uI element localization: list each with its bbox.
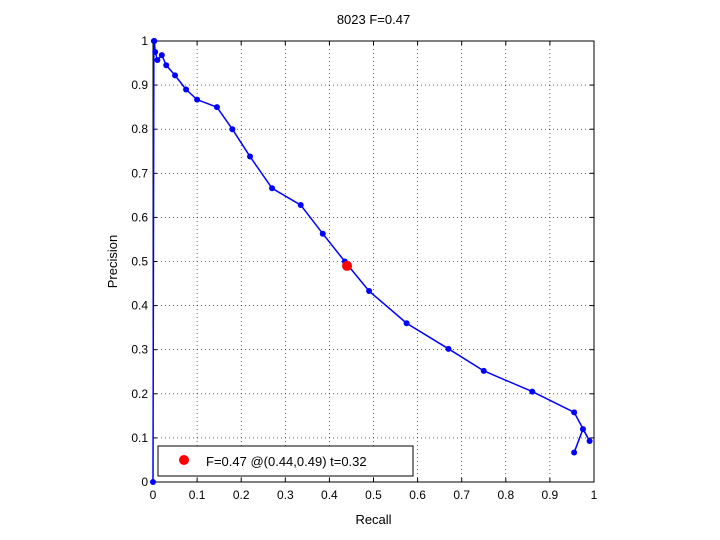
data-point <box>150 38 157 44</box>
y-tick-label: 0.8 <box>131 122 148 136</box>
legend-entry-label: F=0.47 @(0.44,0.49) t=0.32 <box>206 454 367 469</box>
x-tick-label: 0.8 <box>497 488 514 502</box>
data-point <box>229 126 236 133</box>
data-point <box>183 86 190 93</box>
data-point <box>480 367 487 374</box>
x-axis-label: Recall <box>355 512 391 527</box>
x-tick-label: 0.4 <box>321 488 338 502</box>
y-tick-label: 1 <box>141 34 148 48</box>
x-tick-label: 0.7 <box>453 488 470 502</box>
x-tick-label: 0.5 <box>365 488 382 502</box>
data-point <box>163 62 170 69</box>
data-point <box>586 437 593 444</box>
x-tick-label: 0.2 <box>233 488 250 502</box>
y-tick-label: 0.3 <box>131 343 148 357</box>
chart-title: 8023 F=0.47 <box>337 12 410 27</box>
y-axis-label: Precision <box>105 235 120 288</box>
x-tick-label: 0.9 <box>542 488 559 502</box>
best-f-point <box>342 260 353 271</box>
data-point <box>154 56 161 63</box>
data-point <box>152 49 159 56</box>
x-tick-label: 0.6 <box>409 488 426 502</box>
y-tick-label: 0.1 <box>131 431 148 445</box>
data-point <box>172 72 179 79</box>
y-tick-label: 0 <box>141 475 148 489</box>
x-tick-label: 0.3 <box>277 488 294 502</box>
data-point <box>319 230 326 237</box>
x-tick-label: 0.1 <box>189 488 206 502</box>
legend: F=0.47 @(0.44,0.49) t=0.32 <box>157 445 414 477</box>
data-point <box>529 388 536 395</box>
data-point <box>579 426 586 433</box>
data-point <box>571 449 578 456</box>
data-point <box>269 185 276 192</box>
data-point <box>150 479 156 485</box>
x-tick-label: 0 <box>150 488 157 502</box>
y-tick-label: 0.4 <box>131 299 148 313</box>
data-point <box>445 345 452 352</box>
data-point <box>403 320 410 327</box>
legend-box <box>157 445 414 477</box>
data-point <box>297 202 304 209</box>
y-tick-label: 0.9 <box>131 78 148 92</box>
data-point <box>366 288 373 295</box>
series-layer <box>150 38 593 485</box>
y-tick-label: 0.2 <box>131 387 148 401</box>
y-tick-label: 0.5 <box>131 255 148 269</box>
data-point <box>158 52 165 59</box>
axis-ticks: 0 0.1 0.2 0.3 0.4 0.5 0.6 0.7 0.8 0.9 1 0 0.1 0.2 0.3 0… <box>131 34 597 502</box>
grid-lines <box>153 41 594 482</box>
data-point <box>213 104 220 111</box>
x-tick-label: 1 <box>591 488 598 502</box>
data-point <box>194 96 201 103</box>
data-point <box>247 153 254 160</box>
data-point <box>571 409 578 416</box>
y-tick-label: 0.7 <box>131 166 148 180</box>
y-tick-label: 0.6 <box>131 210 148 224</box>
legend-marker <box>179 455 189 465</box>
